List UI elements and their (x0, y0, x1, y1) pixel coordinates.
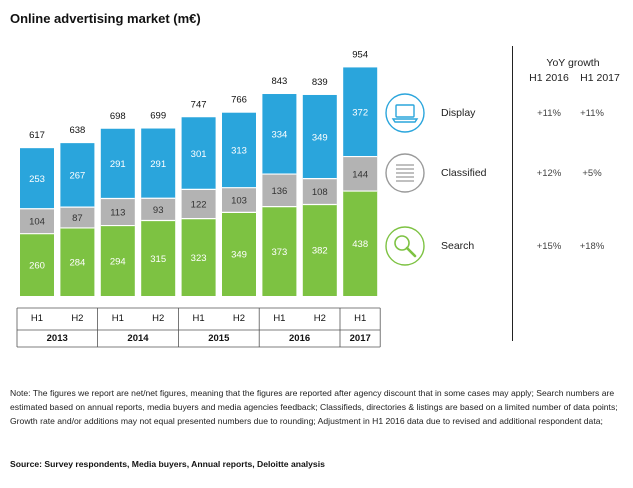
yoy-display-2016: +11% (537, 108, 561, 119)
chart-title: Online advertising market (m€) (10, 11, 201, 26)
bar-segment-classified-1 (60, 207, 95, 228)
data-label-classified-8: 144 (352, 169, 368, 180)
data-label-search-7: 382 (312, 246, 328, 257)
yoy-classified-2016: +12% (536, 168, 562, 179)
data-label-classified-6: 136 (271, 186, 287, 197)
year-label-2014: 2014 (127, 333, 149, 344)
total-label-7: 839 (312, 77, 328, 88)
data-label-display-0: 253 (29, 174, 45, 185)
bar-segment-display-4 (181, 117, 216, 190)
year-label-2013: 2013 (47, 333, 68, 344)
data-label-display-6: 334 (271, 130, 287, 141)
data-label-classified-3: 93 (153, 205, 164, 216)
yoy-search-2017: +18% (579, 241, 605, 252)
data-label-classified-7: 108 (312, 187, 328, 198)
yoy-col-h1-2017: H1 2017 (580, 72, 620, 84)
yoy-divider (512, 46, 513, 341)
bar-segment-classified-8 (343, 156, 378, 192)
data-label-display-5: 313 (231, 146, 247, 157)
chart-note: Note: The figures we report are net/net … (10, 388, 618, 426)
data-label-classified-5: 103 (231, 196, 247, 207)
legend-label-search: Search (441, 240, 475, 252)
category-label-8: H1 (354, 313, 366, 324)
year-label-2016: 2016 (289, 333, 310, 344)
bar-segment-display-2 (100, 128, 135, 199)
legend-label-classified: Classified (441, 167, 487, 179)
data-label-search-0: 260 (29, 260, 45, 271)
bar-segment-display-5 (222, 112, 256, 188)
category-label-2: H1 (112, 313, 124, 324)
bar-segment-search-2 (100, 225, 135, 296)
category-label-4: H1 (193, 313, 205, 324)
data-label-search-2: 294 (110, 256, 126, 267)
total-label-3: 699 (150, 111, 166, 122)
data-label-search-1: 284 (69, 257, 85, 268)
yoy-col-h1-2016: H1 2016 (529, 72, 569, 84)
total-label-0: 617 (29, 130, 45, 141)
bar-segment-classified-2 (100, 198, 135, 226)
total-label-2: 698 (110, 111, 126, 122)
total-label-1: 638 (69, 125, 85, 136)
data-label-search-5: 349 (231, 250, 247, 261)
bar-segment-search-1 (60, 227, 95, 296)
data-label-display-4: 301 (191, 149, 207, 160)
stacked-bar-chart: 260 104 253 617 284 87 267 638 294 113 291 698 315 93… (16, 49, 425, 348)
bar-segment-display-3 (141, 128, 176, 199)
data-label-classified-4: 122 (191, 199, 207, 210)
data-label-classified-1: 87 (72, 213, 83, 224)
category-label-1: H2 (71, 313, 83, 324)
category-label-5: H2 (233, 313, 245, 324)
yoy-display-2017: +11% (580, 108, 604, 119)
bar-segment-search-6 (262, 206, 297, 296)
data-label-search-4: 323 (191, 253, 207, 264)
year-label-2017: 2017 (350, 333, 371, 344)
list-icon (385, 153, 425, 193)
category-label-0: H1 (31, 313, 43, 324)
total-label-8: 954 (352, 49, 368, 60)
year-label-2015: 2015 (208, 333, 230, 344)
legend-label-display: Display (441, 107, 476, 119)
data-label-display-2: 291 (110, 159, 126, 170)
data-label-display-3: 291 (150, 159, 166, 170)
bar-segment-display-7 (302, 94, 337, 179)
data-label-display-1: 267 (69, 171, 85, 182)
bar-segment-classified-3 (141, 198, 176, 221)
category-label-6: H1 (273, 313, 285, 324)
yoy-search-2016: +15% (536, 241, 562, 252)
bar-segment-classified-0 (20, 208, 54, 234)
bar-segment-classified-5 (222, 187, 256, 213)
bar-segment-search-3 (141, 220, 176, 296)
laptop-icon (385, 93, 425, 133)
chart-source: Source: Survey respondents, Media buyers… (10, 459, 325, 469)
data-label-classified-2: 113 (110, 208, 125, 219)
data-label-classified-0: 104 (29, 217, 45, 228)
magnifier-icon (385, 226, 425, 266)
bar-segment-classified-6 (262, 174, 297, 207)
data-label-search-8: 438 (352, 239, 368, 250)
bar-segment-display-6 (262, 94, 297, 175)
total-label-6: 843 (271, 76, 287, 87)
bar-segment-search-0 (20, 233, 54, 296)
data-label-search-6: 373 (271, 247, 287, 258)
bar-segment-display-8 (343, 67, 378, 157)
bar-segment-classified-4 (181, 189, 216, 219)
bar-segment-search-4 (181, 218, 216, 296)
category-label-7: H2 (314, 313, 326, 324)
category-label-3: H2 (152, 313, 164, 324)
bar-segment-display-1 (60, 143, 95, 208)
yoy-heading: YoY growth (546, 57, 600, 69)
total-label-4: 747 (191, 99, 207, 110)
total-label-5: 766 (231, 95, 247, 106)
bar-segment-classified-7 (302, 178, 337, 205)
data-label-search-3: 315 (150, 254, 166, 265)
bar-segment-display-0 (20, 148, 54, 209)
bar-segment-search-8 (343, 191, 378, 296)
bar-segment-search-5 (222, 212, 256, 296)
data-label-display-8: 372 (352, 107, 368, 118)
yoy-classified-2017: +5% (582, 168, 602, 179)
data-label-display-7: 349 (312, 132, 328, 143)
bar-segment-search-7 (302, 204, 337, 296)
